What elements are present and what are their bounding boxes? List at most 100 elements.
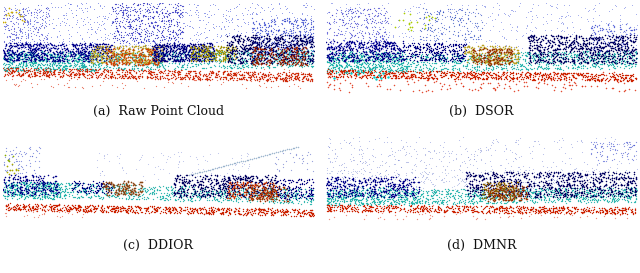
Point — [335, 205, 345, 209]
Point — [51, 185, 61, 189]
Point — [347, 193, 357, 198]
Point — [195, 178, 205, 183]
Point — [269, 22, 280, 26]
Point — [478, 191, 488, 195]
Point — [246, 193, 256, 197]
Point — [181, 194, 191, 198]
Point — [19, 44, 29, 48]
Point — [93, 180, 104, 184]
Point — [499, 178, 509, 182]
Point — [269, 45, 279, 49]
Point — [155, 195, 165, 199]
Point — [221, 57, 232, 61]
Point — [51, 63, 61, 68]
Point — [260, 51, 270, 55]
Point — [607, 147, 618, 151]
Point — [270, 210, 280, 215]
Point — [346, 191, 356, 195]
Point — [518, 77, 528, 81]
Point — [55, 68, 65, 72]
Point — [99, 56, 109, 61]
Point — [348, 68, 358, 72]
Point — [303, 35, 313, 40]
Point — [356, 11, 366, 15]
Point — [257, 182, 268, 186]
Point — [13, 63, 23, 67]
Point — [177, 56, 188, 61]
Point — [513, 182, 523, 187]
Point — [195, 170, 205, 174]
Point — [6, 66, 16, 70]
Point — [119, 8, 129, 12]
Point — [269, 54, 280, 59]
Point — [591, 161, 602, 166]
Point — [246, 194, 257, 198]
Point — [179, 182, 189, 186]
Point — [214, 190, 224, 194]
Point — [98, 45, 108, 50]
Point — [0, 5, 9, 9]
Point — [211, 24, 221, 28]
Point — [372, 47, 382, 52]
Point — [503, 210, 513, 215]
Point — [1, 69, 12, 73]
Point — [179, 198, 189, 203]
Point — [74, 66, 84, 70]
Point — [354, 58, 364, 63]
Point — [324, 191, 334, 195]
Point — [564, 183, 575, 187]
Point — [291, 19, 301, 23]
Point — [515, 189, 525, 194]
Point — [356, 63, 366, 67]
Point — [164, 209, 174, 213]
Point — [104, 185, 114, 189]
Point — [241, 190, 251, 194]
Point — [170, 30, 180, 35]
Point — [8, 20, 18, 25]
Point — [264, 49, 275, 53]
Point — [167, 60, 177, 65]
Point — [38, 182, 49, 187]
Point — [346, 17, 356, 22]
Point — [146, 60, 156, 64]
Point — [225, 73, 235, 77]
Point — [132, 30, 142, 34]
Point — [288, 52, 298, 57]
Point — [354, 168, 364, 173]
Point — [63, 49, 74, 53]
Point — [72, 20, 83, 24]
Point — [609, 51, 620, 56]
Point — [128, 48, 138, 52]
Point — [211, 54, 221, 59]
Point — [175, 58, 185, 62]
Point — [95, 182, 106, 186]
Point — [239, 183, 249, 188]
Point — [52, 50, 63, 55]
Point — [6, 192, 17, 197]
Point — [148, 29, 158, 34]
Point — [103, 58, 113, 63]
Point — [218, 38, 228, 42]
Point — [403, 60, 413, 65]
Point — [208, 167, 218, 171]
Point — [492, 63, 502, 68]
Point — [255, 31, 265, 35]
Point — [44, 66, 54, 70]
Point — [174, 42, 184, 47]
Point — [209, 194, 219, 199]
Point — [169, 193, 179, 197]
Point — [266, 61, 276, 66]
Point — [298, 208, 308, 213]
Point — [461, 48, 471, 52]
Point — [532, 76, 543, 81]
Point — [322, 190, 332, 194]
Point — [284, 191, 294, 195]
Point — [291, 153, 301, 157]
Point — [480, 195, 490, 200]
Point — [401, 152, 412, 156]
Point — [546, 54, 556, 58]
Point — [175, 45, 185, 49]
Point — [266, 178, 276, 182]
Point — [375, 204, 385, 208]
Point — [97, 56, 107, 60]
